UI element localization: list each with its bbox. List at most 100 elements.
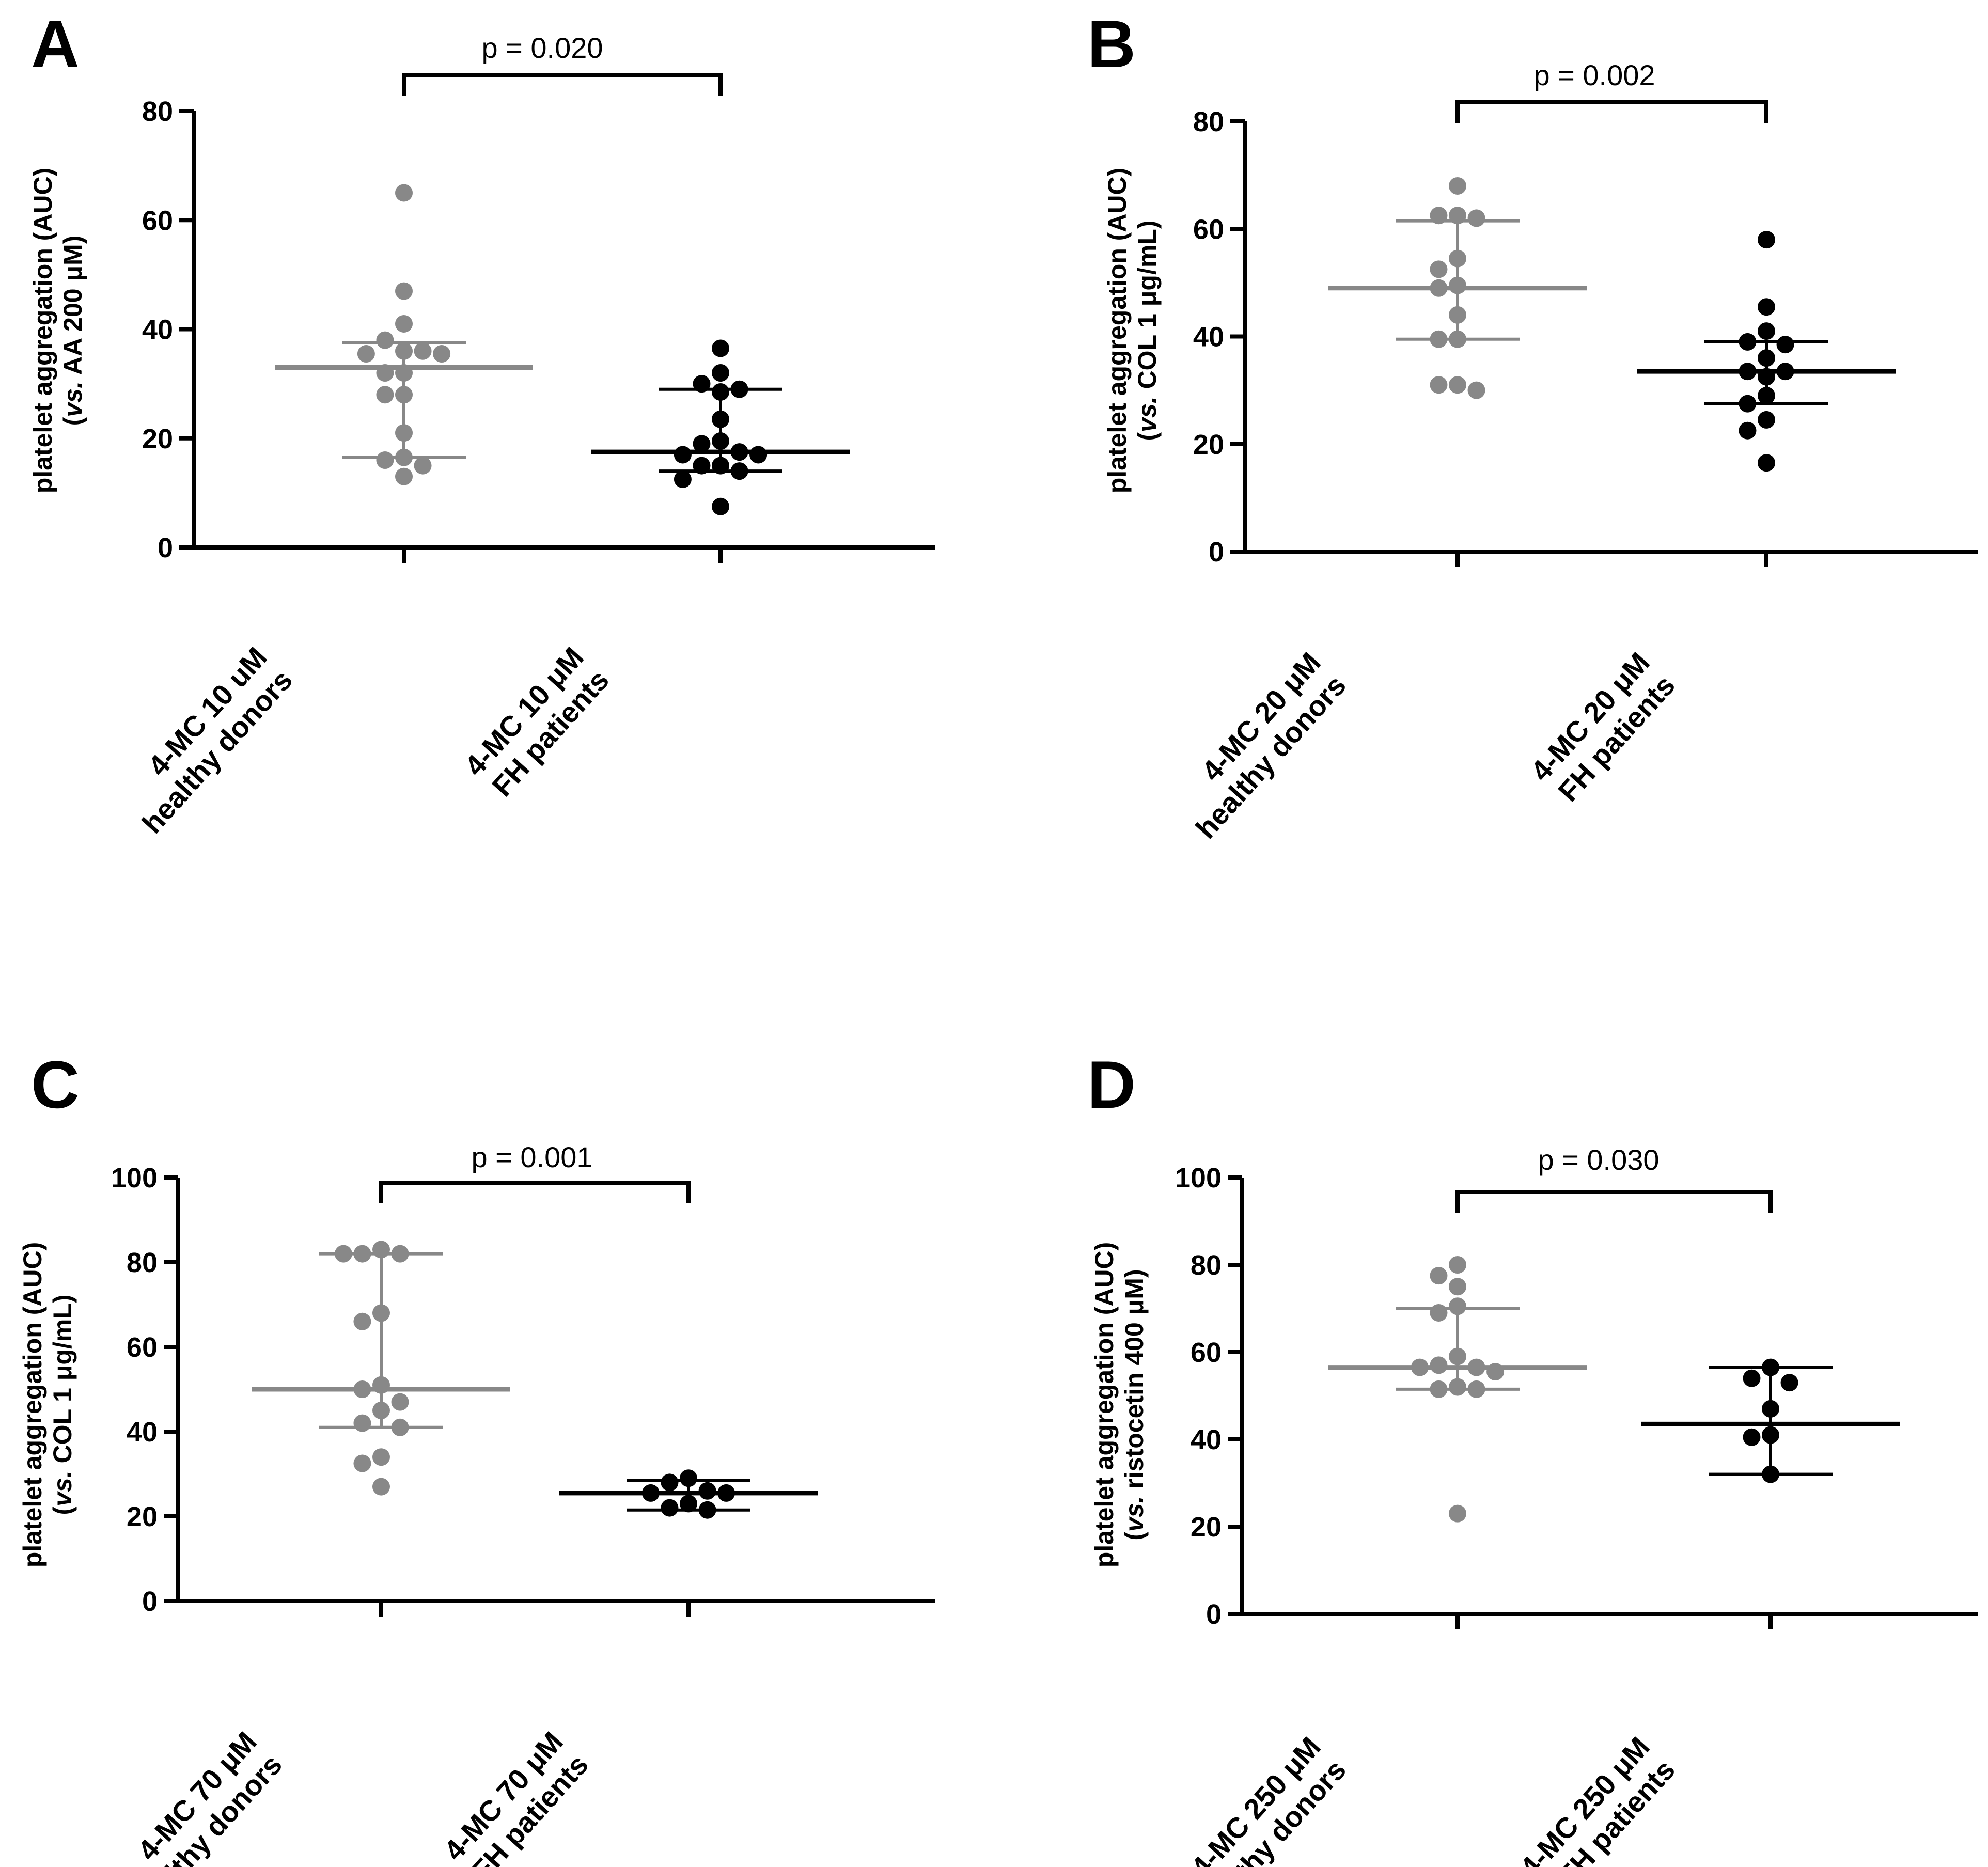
data-point	[1758, 454, 1775, 472]
data-point	[353, 1454, 371, 1472]
data-point	[433, 345, 451, 363]
data-point	[1449, 1504, 1466, 1523]
data-point	[1762, 1426, 1779, 1444]
data-point	[395, 184, 413, 202]
y-tick-label: 20	[1191, 1512, 1222, 1543]
data-point	[1449, 177, 1466, 195]
data-point	[357, 345, 375, 363]
y-tick-label: 40	[1191, 1424, 1222, 1455]
data-point	[1743, 1428, 1761, 1446]
panel-b: B platelet aggregation (AUC) (vs. COL 1 …	[1087, 6, 1978, 844]
panel-a: A platelet aggregation (AUC) (vs. AA 200…	[28, 6, 935, 839]
data-point	[1449, 330, 1466, 348]
significance-bracket	[1455, 100, 1768, 123]
x-category-c-1: 4-MC 70 μM FH patients	[437, 1725, 594, 1867]
data-point	[661, 1499, 679, 1517]
y-tick-label: 60	[1193, 214, 1224, 245]
y-tick-label: 40	[127, 1417, 158, 1448]
data-point	[674, 446, 692, 464]
data-point	[1430, 207, 1448, 225]
data-point	[1449, 276, 1466, 294]
significance-bracket	[402, 73, 723, 96]
data-point	[353, 1312, 371, 1330]
data-point	[1739, 395, 1757, 413]
y-tick-label: 0	[142, 1586, 158, 1617]
data-point	[395, 386, 413, 404]
y-tick-label: 100	[1175, 1163, 1222, 1194]
data-point	[1449, 306, 1466, 324]
data-point	[1776, 336, 1794, 354]
data-point	[372, 1241, 390, 1259]
p-value-a: p = 0.020	[481, 32, 603, 64]
significance-bracket	[1455, 1190, 1773, 1213]
panel-letter-d: D	[1087, 1047, 1136, 1122]
data-point	[1467, 381, 1485, 399]
data-point	[414, 342, 432, 360]
data-point	[1780, 1374, 1798, 1392]
data-point	[395, 342, 413, 360]
data-point	[1758, 231, 1775, 249]
x-category-a-0: 4-MC 10 uM healthy donors	[136, 641, 299, 840]
panel-letter-a: A	[31, 6, 80, 82]
data-point	[1430, 260, 1448, 278]
data-point	[680, 1469, 697, 1487]
data-point	[1449, 207, 1466, 225]
data-point	[353, 1414, 371, 1432]
data-point	[1449, 1278, 1466, 1296]
x-category-b-1: 4-MC 20 μM FH patients	[1524, 646, 1681, 808]
data-point	[680, 1495, 697, 1513]
panel-letter-b: B	[1087, 6, 1136, 82]
y-tick-label: 20	[127, 1501, 158, 1532]
data-point	[372, 1402, 390, 1419]
significance-bracket	[379, 1181, 691, 1203]
data-point	[376, 331, 394, 349]
data-point	[712, 383, 729, 401]
x-category-c-0: 4-MC 70 μM healthy donors	[126, 1725, 288, 1867]
data-point	[1449, 1256, 1466, 1274]
y-tick-label: 80	[127, 1247, 158, 1278]
data-point	[1743, 1369, 1761, 1387]
data-point	[391, 1245, 409, 1263]
y-tick-label: 100	[111, 1163, 158, 1194]
y-tick-label: 80	[142, 96, 173, 127]
data-point	[1430, 1267, 1448, 1285]
data-point	[1430, 376, 1448, 394]
y-tick-label: 60	[127, 1332, 158, 1363]
data-point	[749, 446, 768, 464]
y-axis-title-line2: (vs. COL 1 μg/mL)	[48, 1295, 77, 1515]
x-category-d-0: 4-MC 250 μM healthy donors	[1184, 1731, 1352, 1867]
y-axis-title-b: platelet aggregation (AUC) (vs. COL 1 μg…	[1103, 168, 1162, 494]
data-point	[1762, 1400, 1779, 1418]
data-point	[712, 432, 729, 450]
data-point	[1430, 1304, 1448, 1322]
data-point	[353, 1245, 371, 1263]
data-point	[414, 457, 432, 475]
data-point	[395, 448, 413, 466]
data-point	[1762, 1358, 1779, 1376]
data-point	[712, 457, 729, 475]
data-point	[1449, 376, 1466, 394]
y-tick-label: 60	[142, 205, 173, 236]
y-tick-label: 0	[1209, 537, 1224, 568]
data-point	[1758, 411, 1775, 429]
p-value-c: p = 0.001	[471, 1141, 592, 1173]
y-axis-title-line2: (vs. AA 200 μM)	[58, 236, 87, 426]
data-point	[1739, 333, 1757, 351]
data-point	[1430, 330, 1448, 348]
data-point	[1739, 421, 1757, 440]
y-tick-label: 80	[1191, 1250, 1222, 1281]
y-tick-label: 0	[158, 532, 173, 563]
y-axis-title-line2: (vs. COL 1 μg/mL)	[1133, 221, 1162, 441]
data-point	[372, 1304, 390, 1322]
data-point	[693, 375, 711, 393]
data-point	[693, 457, 711, 475]
y-tick-label: 40	[1193, 322, 1224, 353]
data-point	[395, 467, 413, 485]
y-axis-title-a: platelet aggregation (AUC) (vs. AA 200 μ…	[28, 168, 87, 494]
y-tick-label: 20	[1193, 429, 1224, 460]
data-point	[1449, 1347, 1466, 1366]
data-point	[334, 1245, 352, 1263]
y-tick-label: 40	[142, 315, 173, 346]
data-point	[1758, 387, 1775, 405]
data-point	[674, 470, 692, 488]
